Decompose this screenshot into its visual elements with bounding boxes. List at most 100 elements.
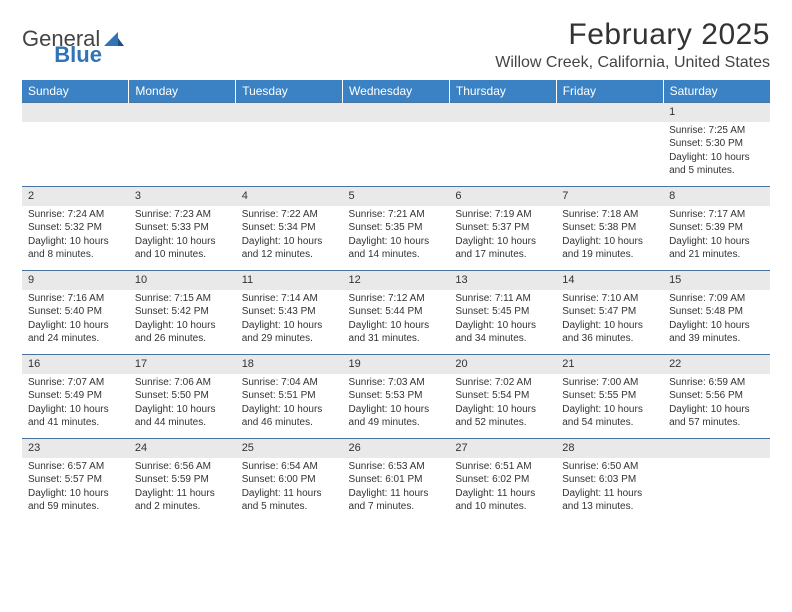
day-number: 4 [236, 187, 343, 206]
day-body: Sunrise: 7:16 AMSunset: 5:40 PMDaylight:… [22, 290, 129, 350]
day-number [449, 103, 556, 122]
sunrise: Sunrise: 7:24 AM [28, 208, 123, 222]
day-body: Sunrise: 7:21 AMSunset: 5:35 PMDaylight:… [343, 206, 450, 266]
day-body: Sunrise: 7:12 AMSunset: 5:44 PMDaylight:… [343, 290, 450, 350]
day-number: 28 [556, 439, 663, 458]
day-body [663, 458, 770, 464]
day-number [236, 103, 343, 122]
sunset: Sunset: 5:57 PM [28, 473, 123, 487]
daylight: Daylight: 11 hours and 13 minutes. [562, 487, 657, 514]
day-body: Sunrise: 7:14 AMSunset: 5:43 PMDaylight:… [236, 290, 343, 350]
sunset: Sunset: 5:56 PM [669, 389, 764, 403]
day-cell [129, 103, 236, 187]
day-cell: 18Sunrise: 7:04 AMSunset: 5:51 PMDayligh… [236, 355, 343, 439]
sunrise: Sunrise: 7:19 AM [455, 208, 550, 222]
logo-icon [104, 26, 124, 52]
day-body: Sunrise: 7:22 AMSunset: 5:34 PMDaylight:… [236, 206, 343, 266]
day-body: Sunrise: 7:03 AMSunset: 5:53 PMDaylight:… [343, 374, 450, 434]
day-body: Sunrise: 7:02 AMSunset: 5:54 PMDaylight:… [449, 374, 556, 434]
day-cell [663, 439, 770, 523]
day-body: Sunrise: 7:10 AMSunset: 5:47 PMDaylight:… [556, 290, 663, 350]
sunrise: Sunrise: 7:00 AM [562, 376, 657, 390]
day-cell: 23Sunrise: 6:57 AMSunset: 5:57 PMDayligh… [22, 439, 129, 523]
day-header: Thursday [449, 80, 556, 103]
sunset: Sunset: 5:54 PM [455, 389, 550, 403]
day-body [556, 122, 663, 128]
day-number: 16 [22, 355, 129, 374]
daylight: Daylight: 10 hours and 57 minutes. [669, 403, 764, 430]
day-number: 5 [343, 187, 450, 206]
daylight: Daylight: 10 hours and 14 minutes. [349, 235, 444, 262]
daylight: Daylight: 10 hours and 31 minutes. [349, 319, 444, 346]
daylight: Daylight: 10 hours and 12 minutes. [242, 235, 337, 262]
day-number [663, 439, 770, 458]
daylight: Daylight: 10 hours and 17 minutes. [455, 235, 550, 262]
day-number: 15 [663, 271, 770, 290]
daylight: Daylight: 10 hours and 46 minutes. [242, 403, 337, 430]
sunrise: Sunrise: 7:23 AM [135, 208, 230, 222]
day-body: Sunrise: 7:17 AMSunset: 5:39 PMDaylight:… [663, 206, 770, 266]
sunrise: Sunrise: 7:22 AM [242, 208, 337, 222]
sunrise: Sunrise: 6:51 AM [455, 460, 550, 474]
day-number: 22 [663, 355, 770, 374]
day-number: 8 [663, 187, 770, 206]
day-cell: 8Sunrise: 7:17 AMSunset: 5:39 PMDaylight… [663, 187, 770, 271]
day-cell: 6Sunrise: 7:19 AMSunset: 5:37 PMDaylight… [449, 187, 556, 271]
daylight: Daylight: 11 hours and 7 minutes. [349, 487, 444, 514]
day-body [449, 122, 556, 128]
sunrise: Sunrise: 6:56 AM [135, 460, 230, 474]
day-cell: 2Sunrise: 7:24 AMSunset: 5:32 PMDaylight… [22, 187, 129, 271]
daylight: Daylight: 11 hours and 2 minutes. [135, 487, 230, 514]
sunset: Sunset: 5:59 PM [135, 473, 230, 487]
logo-text-2: Blue [54, 42, 102, 68]
sunrise: Sunrise: 7:10 AM [562, 292, 657, 306]
day-cell: 13Sunrise: 7:11 AMSunset: 5:45 PMDayligh… [449, 271, 556, 355]
day-body: Sunrise: 7:23 AMSunset: 5:33 PMDaylight:… [129, 206, 236, 266]
day-cell: 7Sunrise: 7:18 AMSunset: 5:38 PMDaylight… [556, 187, 663, 271]
daylight: Daylight: 10 hours and 41 minutes. [28, 403, 123, 430]
day-body [22, 122, 129, 128]
day-cell: 20Sunrise: 7:02 AMSunset: 5:54 PMDayligh… [449, 355, 556, 439]
daylight: Daylight: 10 hours and 10 minutes. [135, 235, 230, 262]
sunset: Sunset: 5:50 PM [135, 389, 230, 403]
day-body: Sunrise: 6:51 AMSunset: 6:02 PMDaylight:… [449, 458, 556, 518]
day-header: Monday [129, 80, 236, 103]
day-number: 21 [556, 355, 663, 374]
sunrise: Sunrise: 7:25 AM [669, 124, 764, 138]
day-body: Sunrise: 6:53 AMSunset: 6:01 PMDaylight:… [343, 458, 450, 518]
day-number: 20 [449, 355, 556, 374]
day-number: 11 [236, 271, 343, 290]
day-header: Saturday [663, 80, 770, 103]
day-cell: 19Sunrise: 7:03 AMSunset: 5:53 PMDayligh… [343, 355, 450, 439]
sunrise: Sunrise: 7:16 AM [28, 292, 123, 306]
daylight: Daylight: 10 hours and 29 minutes. [242, 319, 337, 346]
sunset: Sunset: 5:40 PM [28, 305, 123, 319]
daylight: Daylight: 10 hours and 59 minutes. [28, 487, 123, 514]
day-body: Sunrise: 7:00 AMSunset: 5:55 PMDaylight:… [556, 374, 663, 434]
day-cell [556, 103, 663, 187]
day-body: Sunrise: 7:06 AMSunset: 5:50 PMDaylight:… [129, 374, 236, 434]
sunset: Sunset: 5:43 PM [242, 305, 337, 319]
calendar-table: SundayMondayTuesdayWednesdayThursdayFrid… [22, 80, 770, 523]
sunrise: Sunrise: 6:53 AM [349, 460, 444, 474]
sunrise: Sunrise: 7:04 AM [242, 376, 337, 390]
day-body: Sunrise: 7:11 AMSunset: 5:45 PMDaylight:… [449, 290, 556, 350]
week-row: 16Sunrise: 7:07 AMSunset: 5:49 PMDayligh… [22, 355, 770, 439]
daylight: Daylight: 10 hours and 49 minutes. [349, 403, 444, 430]
sunset: Sunset: 5:44 PM [349, 305, 444, 319]
week-row: 23Sunrise: 6:57 AMSunset: 5:57 PMDayligh… [22, 439, 770, 523]
day-cell: 25Sunrise: 6:54 AMSunset: 6:00 PMDayligh… [236, 439, 343, 523]
month-title: February 2025 [495, 18, 770, 52]
sunrise: Sunrise: 7:21 AM [349, 208, 444, 222]
day-number: 14 [556, 271, 663, 290]
day-cell [343, 103, 450, 187]
sunrise: Sunrise: 7:03 AM [349, 376, 444, 390]
sunrise: Sunrise: 7:09 AM [669, 292, 764, 306]
sunset: Sunset: 5:49 PM [28, 389, 123, 403]
day-cell: 22Sunrise: 6:59 AMSunset: 5:56 PMDayligh… [663, 355, 770, 439]
day-number: 25 [236, 439, 343, 458]
day-number: 18 [236, 355, 343, 374]
calendar-head: SundayMondayTuesdayWednesdayThursdayFrid… [22, 80, 770, 103]
sunset: Sunset: 5:55 PM [562, 389, 657, 403]
logo: General Blue [22, 18, 176, 52]
